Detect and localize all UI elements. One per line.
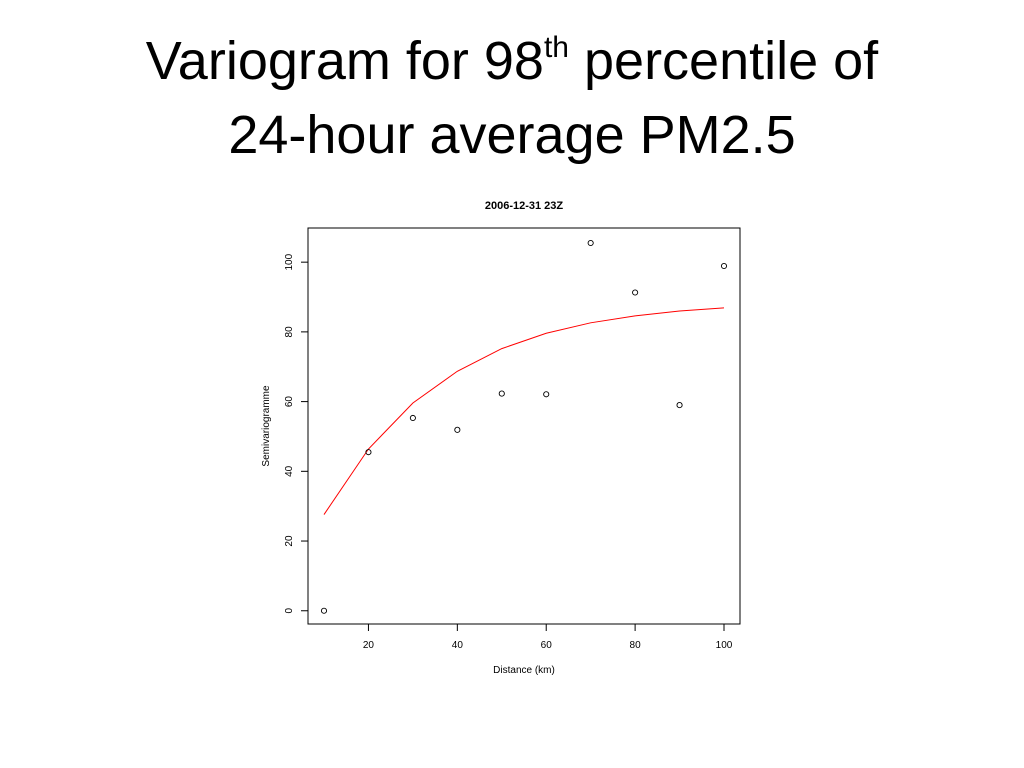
y-tick-label: 80 — [284, 326, 295, 338]
y-tick-label: 40 — [284, 465, 295, 477]
slide-title: Variogram for 98th percentile of 24-hour… — [0, 24, 1024, 172]
data-point — [543, 391, 550, 398]
plot-frame — [307, 227, 741, 625]
data-point — [498, 390, 505, 397]
x-axis: 20 40 60 80 100 — [363, 623, 733, 651]
fitted-model-line-group — [323, 307, 725, 515]
title-line2: 24-hour average PM2.5 — [228, 105, 796, 165]
title-superscript: th — [543, 31, 569, 64]
empirical-points-group — [320, 239, 728, 614]
chart-title: 2006-12-31 23Z — [485, 200, 564, 212]
x-tick-label: 100 — [716, 640, 733, 651]
title-part1: Variogram for 98 — [145, 31, 544, 91]
x-axis-label: Distance (km) — [493, 665, 555, 676]
x-tick-label: 20 — [363, 640, 375, 651]
y-tick-label: 60 — [284, 396, 295, 408]
data-point — [454, 426, 461, 433]
x-tick-label: 60 — [541, 640, 553, 651]
x-tick-label: 80 — [630, 640, 642, 651]
data-point — [409, 414, 416, 422]
data-point — [676, 402, 683, 409]
data-point — [632, 289, 639, 296]
data-point — [720, 262, 728, 270]
data-point — [320, 607, 328, 614]
data-point — [587, 239, 594, 247]
y-axis: 0 20 40 60 80 100 — [284, 253, 309, 614]
y-tick-label: 100 — [284, 253, 295, 270]
y-axis-label: Semivariogramme — [261, 385, 272, 467]
title-part2: percentile of — [569, 31, 879, 91]
x-tick-label: 40 — [452, 640, 464, 651]
y-tick-label: 20 — [284, 535, 295, 547]
y-tick-label: 0 — [284, 608, 295, 614]
data-point — [365, 449, 372, 456]
fitted-model-line — [323, 307, 725, 515]
